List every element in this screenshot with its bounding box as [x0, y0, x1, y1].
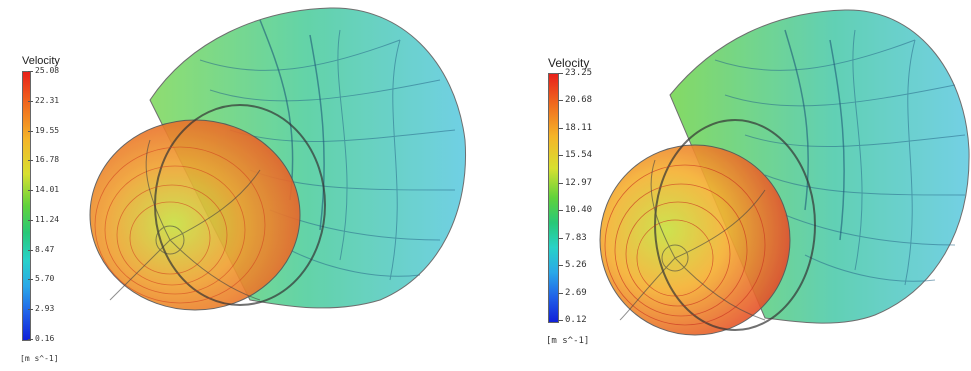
legend-tick: 18.11: [557, 123, 593, 133]
legend-tick: 14.01: [27, 185, 60, 194]
legend-title: Velocity: [22, 55, 60, 67]
legend-tick: 20.68: [557, 95, 593, 105]
legend-tick: 23.25: [557, 68, 593, 78]
velocity-colorbar: [548, 73, 559, 323]
legend-tick: 22.31: [27, 96, 60, 105]
legend-title: Velocity: [548, 56, 590, 70]
velocity-colorbar: [22, 71, 31, 341]
velocity-streamline-render: [599, 9, 970, 336]
legend-tick: 5.70: [27, 274, 55, 283]
velocity-figure-right: Velocity 23.25 20.68 18.11 15.54 12.97 1…: [485, 0, 971, 371]
legend-tick: 2.69: [558, 288, 587, 298]
legend-tick: 11.24: [27, 215, 60, 224]
legend-unit: [m s^-1]: [546, 336, 590, 346]
velocity-figure-left: Velocity 25.08 22.31 19.55 16.78 14.01 1…: [0, 0, 470, 371]
legend-tick: 5.26: [558, 260, 587, 270]
legend-tick: 25.08: [27, 66, 60, 75]
legend-tick: 10.40: [557, 205, 593, 215]
legend-unit: [m s^-1]: [20, 354, 59, 363]
legend-tick: 2.93: [27, 304, 55, 313]
legend-tick: 8.47: [27, 245, 55, 254]
legend-tick: 7.83: [558, 233, 587, 243]
legend-tick: 19.55: [27, 126, 60, 135]
legend-tick: 15.54: [557, 150, 593, 160]
legend-tick: 0.16: [27, 334, 55, 343]
velocity-streamline-render: [89, 7, 467, 311]
legend-tick: 12.97: [557, 178, 593, 188]
impeller-face: [599, 144, 791, 336]
legend-tick: 16.78: [27, 155, 60, 164]
legend-tick: 0.12: [558, 315, 587, 325]
